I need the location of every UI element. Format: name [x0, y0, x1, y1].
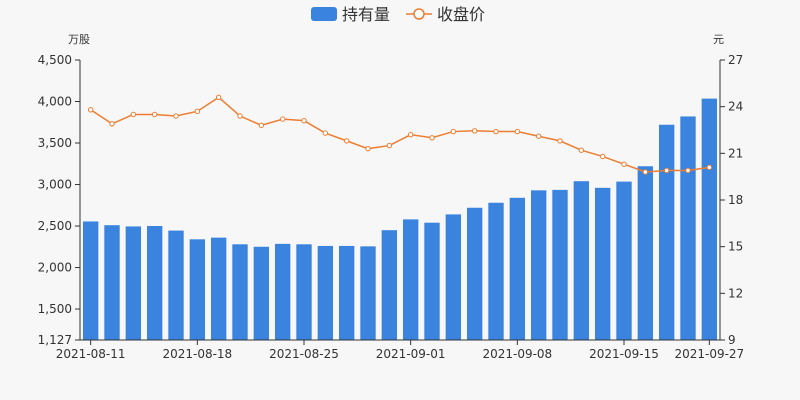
point-close-price-16 — [429, 135, 435, 141]
x-axis-tick-label-4: 2021-09-08 — [482, 347, 552, 361]
bar-holdings-20 — [509, 197, 526, 340]
point-close-price-8 — [258, 122, 265, 129]
point-close-price-6 — [215, 94, 222, 101]
point-close-price-9 — [279, 116, 286, 122]
bar-holdings-27 — [658, 124, 675, 340]
right-axis-unit: 元 — [713, 33, 724, 46]
legend-item-close-price[interactable]: 收盘价 — [406, 5, 485, 24]
point-close-price-19 — [493, 128, 499, 135]
bar-holdings-28 — [680, 116, 696, 340]
point-close-price-17 — [450, 128, 457, 135]
bar-holdings-18 — [466, 207, 483, 340]
point-close-price-4 — [173, 113, 179, 119]
legend-marker-close-price — [413, 8, 425, 20]
point-close-price-28 — [685, 167, 691, 174]
point-close-price-23 — [578, 147, 585, 153]
right-axis-tick-label-6: 27 — [728, 53, 743, 67]
left-axis-tick-label-4: 3,000 — [38, 178, 72, 192]
x-axis-tick-label-6: 2021-09-27 — [674, 347, 744, 361]
axes: 1,127 1,500 2,000 2,500 3,000 3,500 4,000 4,500… — [38, 53, 745, 361]
bar-holdings-22 — [552, 189, 568, 340]
point-close-price-3 — [151, 111, 158, 118]
point-close-price-10 — [301, 117, 307, 124]
bar-holdings-9 — [274, 243, 291, 340]
point-close-price-24 — [599, 153, 606, 160]
point-close-price-27 — [663, 167, 670, 174]
right-axis-tick-label-2: 15 — [728, 240, 743, 254]
bar-holdings-16 — [424, 222, 440, 340]
bar-holdings-26 — [637, 166, 654, 340]
bar-holdings-2 — [125, 226, 142, 340]
point-close-price-1 — [109, 121, 115, 127]
point-close-price-21 — [535, 133, 542, 139]
point-close-price-7 — [237, 113, 243, 119]
bar-holdings-3 — [146, 226, 163, 340]
right-axis-tick-label-0: 9 — [728, 333, 736, 347]
x-axis-tick-label-1: 2021-08-18 — [162, 347, 232, 361]
bar-holdings-17 — [445, 214, 462, 340]
x-axis-tick-label-2: 2021-08-25 — [269, 347, 339, 361]
point-close-price-13 — [365, 145, 371, 152]
point-close-price-26 — [642, 169, 649, 175]
bar-holdings-12 — [338, 245, 355, 340]
point-close-price-18 — [471, 128, 478, 134]
bar-holdings-1 — [104, 225, 120, 340]
point-close-price-2 — [130, 111, 137, 118]
bar-holdings-29 — [701, 98, 718, 340]
line-close-price — [90, 96, 710, 173]
legend-label-holdings: 持有量 — [342, 5, 390, 24]
bar-holdings-25 — [616, 181, 632, 340]
point-close-price-14 — [386, 142, 393, 149]
point-close-price-22 — [557, 138, 563, 144]
bar-holdings-19 — [488, 202, 504, 340]
point-close-price-25 — [621, 161, 627, 167]
legend: 持有量 收盘价 — [311, 5, 485, 24]
right-axis-tick-label-5: 24 — [728, 100, 743, 114]
right-axis-tick-label-3: 18 — [728, 193, 743, 207]
left-axis-tick-label-7: 4,500 — [38, 53, 72, 67]
bar-holdings-6 — [210, 237, 227, 340]
bar-holdings-21 — [530, 190, 547, 340]
bar-holdings-23 — [573, 181, 590, 340]
left-axis-unit: 万股 — [68, 33, 90, 46]
x-axis-tick-label-0: 2021-08-11 — [56, 347, 126, 361]
left-axis-tick-label-1: 1,500 — [38, 302, 72, 316]
bar-holdings-8 — [253, 246, 270, 340]
bar-holdings-10 — [296, 244, 312, 340]
left-axis-tick-label-0: 1,127 — [38, 333, 72, 347]
point-close-price-12 — [343, 138, 350, 144]
point-close-price-20 — [514, 128, 521, 135]
left-axis-tick-label-6: 4,000 — [38, 95, 72, 109]
point-close-price-15 — [407, 131, 414, 138]
bar-holdings-7 — [232, 244, 248, 340]
point-close-price-0 — [87, 107, 94, 113]
bar-holdings-5 — [189, 239, 206, 340]
bar-holdings-24 — [594, 187, 611, 340]
point-close-price-29 — [706, 164, 713, 171]
point-close-price-11 — [322, 130, 329, 136]
x-axis-tick-label-3: 2021-09-01 — [376, 347, 446, 361]
bar-holdings-13 — [360, 246, 376, 340]
bar-holdings-0 — [82, 221, 99, 340]
right-axis-tick-label-4: 21 — [728, 146, 743, 160]
point-close-price-5 — [194, 108, 201, 115]
left-axis-tick-label-2: 2,000 — [38, 261, 72, 275]
line-series-close-price — [87, 94, 713, 175]
bar-holdings-15 — [402, 219, 419, 340]
right-axis-tick-label-1: 12 — [728, 286, 743, 300]
left-axis-tick-label-3: 2,500 — [38, 219, 72, 233]
bar-holdings-11 — [317, 245, 334, 340]
x-axis-tick-label-5: 2021-09-15 — [589, 347, 659, 361]
left-axis-tick-label-5: 3,500 — [38, 136, 72, 150]
bar-series-holdings — [82, 98, 718, 340]
legend-item-holdings[interactable]: 持有量 — [311, 5, 390, 24]
legend-label-close-price: 收盘价 — [437, 5, 485, 24]
bar-holdings-4 — [168, 230, 184, 340]
bar-holdings-14 — [381, 230, 398, 340]
legend-swatch-holdings — [311, 7, 337, 21]
